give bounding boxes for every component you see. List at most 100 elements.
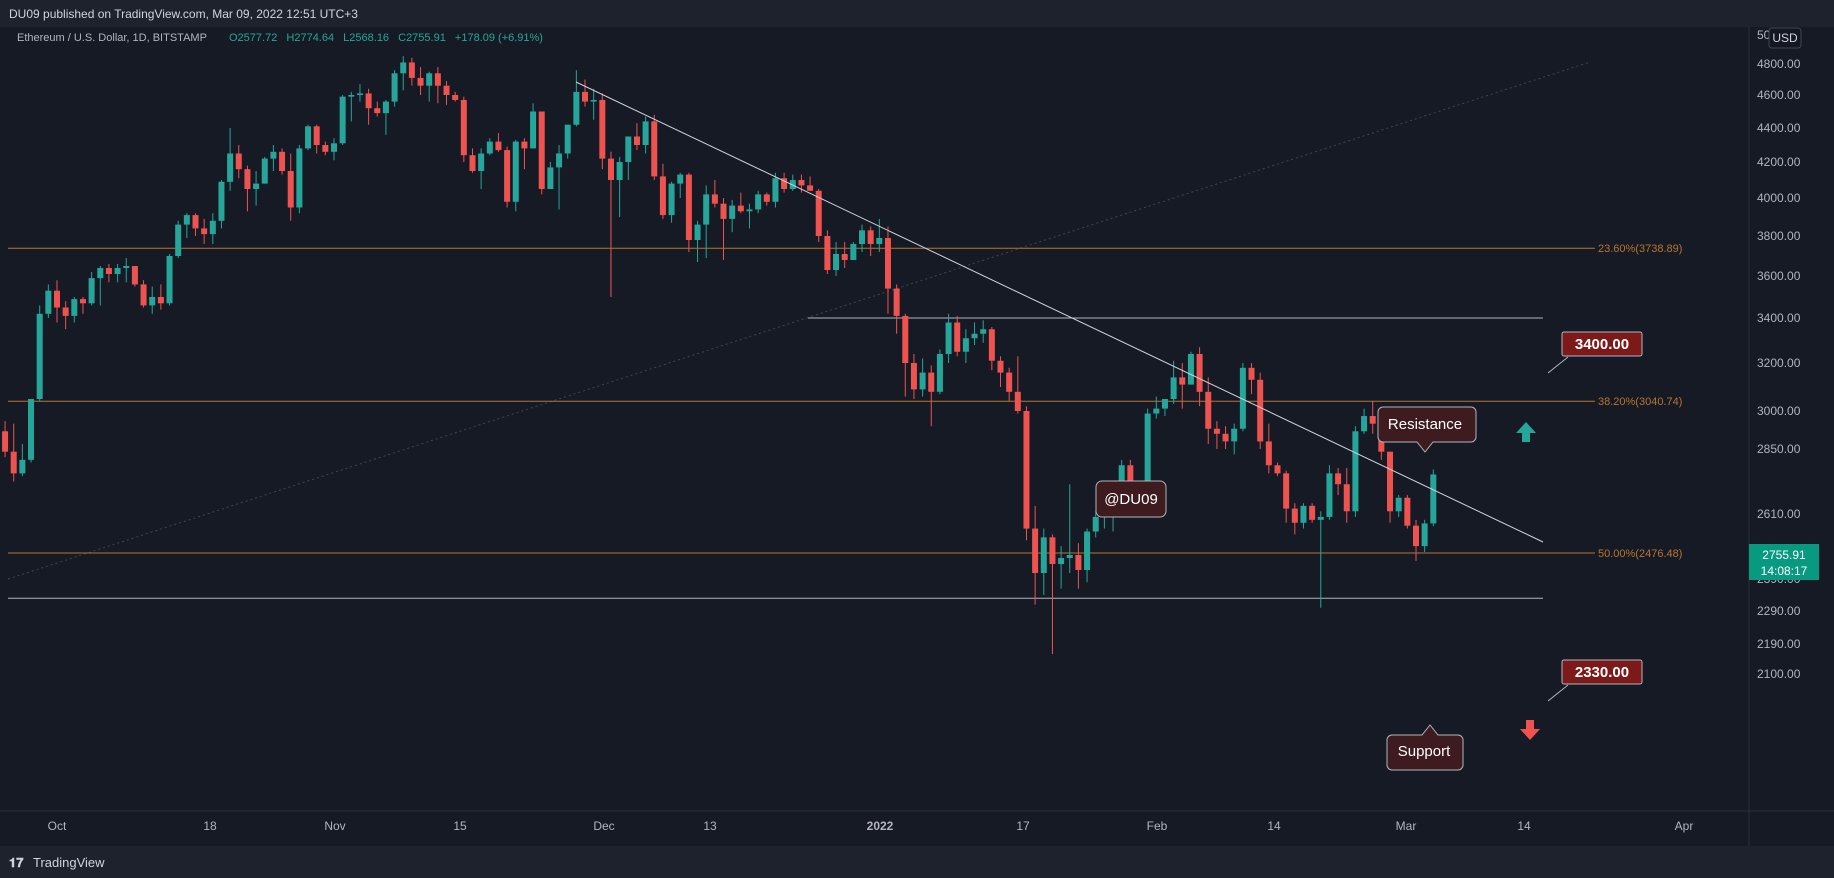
candle[interactable] [227,128,234,191]
candle[interactable] [1283,470,1290,523]
candle[interactable] [1369,401,1376,434]
candle[interactable] [114,264,121,283]
candle[interactable] [460,96,467,162]
candle[interactable] [19,443,26,477]
candle[interactable] [859,224,866,252]
candle[interactable] [850,242,857,260]
candle[interactable] [235,145,242,179]
candle[interactable] [1361,408,1368,434]
candle[interactable] [876,218,883,252]
currency-label[interactable]: USD [1772,31,1798,45]
candle[interactable] [348,91,355,122]
candle[interactable] [625,136,632,181]
candle[interactable] [642,116,649,154]
candle[interactable] [685,172,692,252]
candle[interactable] [322,141,329,156]
candle[interactable] [330,138,337,161]
candle[interactable] [988,327,995,371]
candle[interactable] [71,297,78,323]
candle[interactable] [434,67,441,104]
candle[interactable] [313,124,320,154]
candle[interactable] [668,181,675,223]
candle[interactable] [781,172,788,193]
candle[interactable] [1058,546,1065,589]
candle[interactable] [1075,543,1082,589]
candle[interactable] [244,165,251,212]
candle[interactable] [1395,495,1402,517]
candle[interactable] [391,70,398,107]
candle[interactable] [902,313,909,397]
candle[interactable] [339,95,346,145]
candle[interactable] [763,192,770,206]
candle[interactable] [1049,534,1056,654]
candle[interactable] [105,264,112,283]
candle[interactable] [928,365,935,427]
footer-brand[interactable]: TradingView [33,855,105,870]
candle[interactable] [97,266,104,306]
candle[interactable] [305,124,312,151]
candle[interactable] [1205,377,1212,444]
candle[interactable] [737,192,744,214]
candle[interactable] [1032,505,1039,605]
candle[interactable] [633,123,640,151]
candle[interactable] [772,172,779,208]
candle[interactable] [201,218,208,244]
candle[interactable] [971,322,978,346]
candle[interactable] [833,242,840,276]
candle[interactable] [1387,451,1394,523]
candle[interactable] [677,172,684,198]
candle[interactable] [1006,367,1013,402]
price-chart[interactable]: 23.60%(3738.89) 38.20%(3040.74) 50.00%(247… [0,27,1834,846]
candle[interactable] [1412,519,1419,561]
candle[interactable] [919,358,926,397]
tradingview-logo-icon[interactable]: 𝟏𝟕 [9,856,24,871]
candle[interactable] [936,349,943,395]
candle[interactable] [746,203,753,229]
candle[interactable] [910,354,917,399]
candle[interactable] [157,284,164,310]
candle[interactable] [131,266,138,287]
candle[interactable] [616,156,623,217]
candle[interactable] [997,356,1004,387]
candle[interactable] [495,133,502,152]
candle[interactable] [287,153,294,221]
candle[interactable] [512,139,519,212]
candle[interactable] [504,146,511,208]
candle[interactable] [253,171,260,206]
chart-frame[interactable]: 23.60%(3738.89) 38.20%(3040.74) 50.00%(247… [0,27,1834,846]
candle[interactable] [573,70,580,127]
candle[interactable] [1430,469,1437,527]
candle[interactable] [279,148,286,175]
candle[interactable] [582,79,589,107]
candle[interactable] [469,148,476,173]
candle[interactable] [1352,426,1359,517]
candle[interactable] [1257,372,1264,449]
candle[interactable] [374,101,381,117]
candle[interactable] [703,185,710,258]
candle[interactable] [1170,360,1177,404]
candle[interactable] [720,198,727,260]
candle[interactable] [79,297,86,314]
candle[interactable] [408,57,415,86]
candle[interactable] [123,258,130,283]
candle[interactable] [945,313,952,363]
time-axis[interactable]: Oct 18 Nov 15 Dec 13 2022 17 Feb 14 Mar 14 Apr [48,819,1694,833]
candle[interactable] [884,226,891,314]
candle[interactable] [486,138,493,156]
candle[interactable] [382,99,389,135]
candle[interactable] [1326,465,1333,520]
candle[interactable] [711,180,718,208]
candle[interactable] [755,190,762,214]
candle[interactable] [607,151,614,297]
candle[interactable] [694,220,701,262]
currency-chip[interactable] [1768,27,1802,49]
candle[interactable] [1023,406,1030,541]
candle[interactable] [867,226,874,257]
candle[interactable] [789,174,796,191]
candle[interactable] [807,176,814,191]
candle[interactable] [209,213,216,244]
candle[interactable] [954,315,961,357]
candle[interactable] [1187,351,1194,385]
candle[interactable] [564,124,571,159]
candle[interactable] [88,272,95,306]
